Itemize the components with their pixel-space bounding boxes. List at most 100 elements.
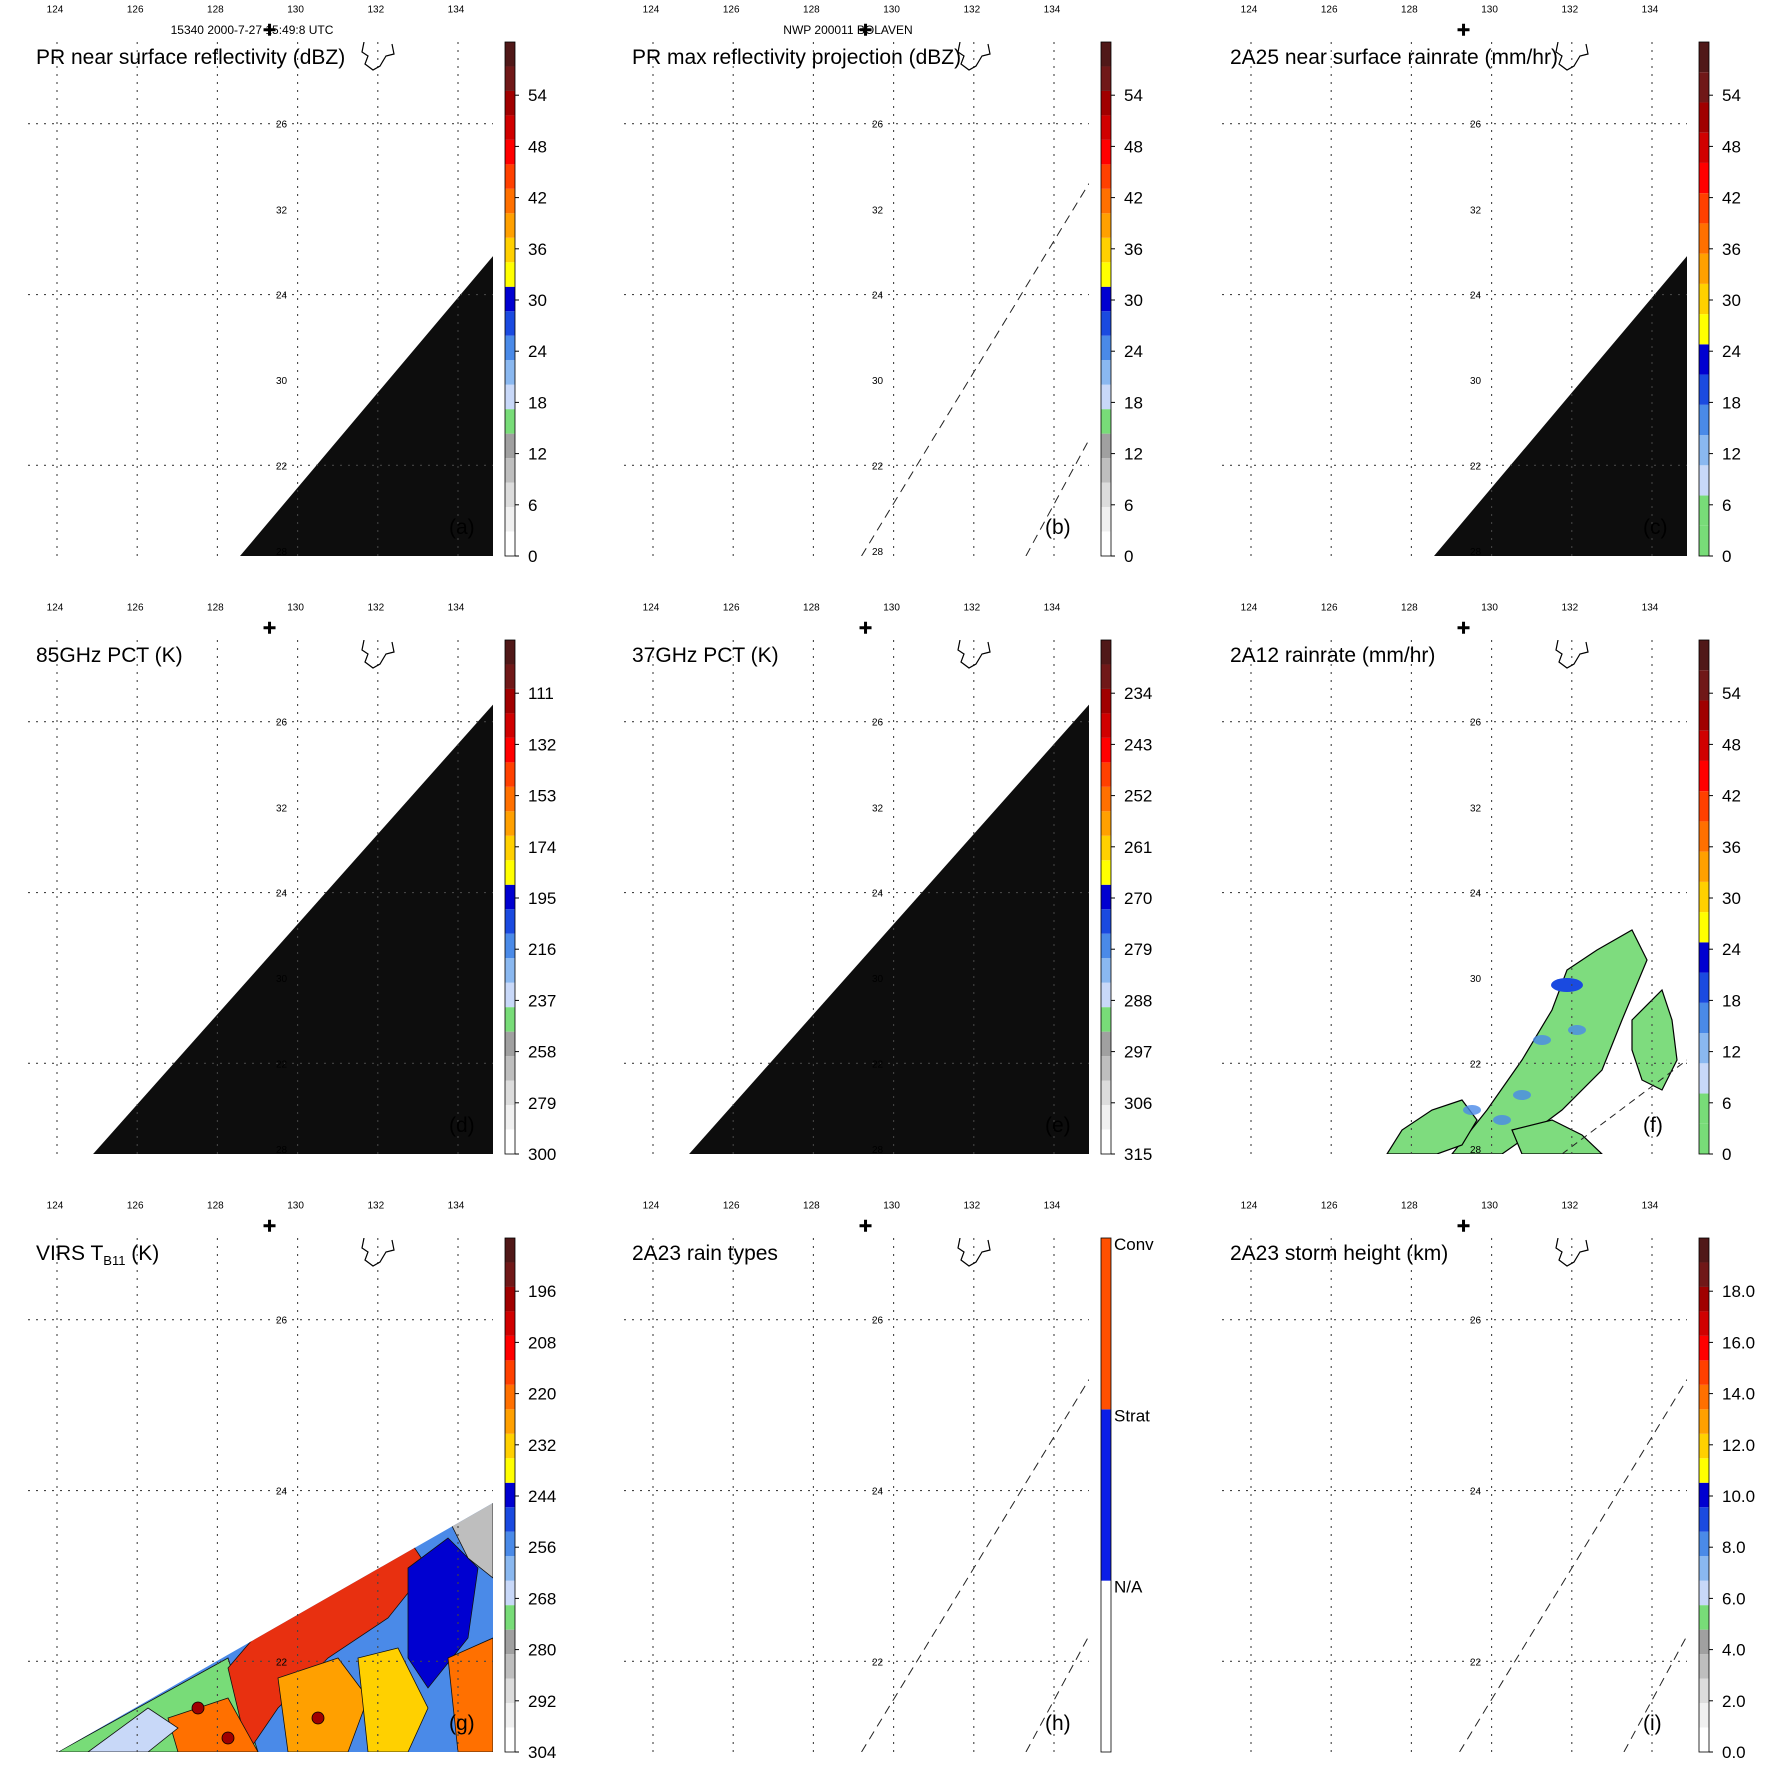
colorbar-segment: [505, 811, 515, 836]
colorbar-segment: [1699, 344, 1709, 375]
colorbar-segment: [1699, 972, 1709, 1003]
colorbar-segment: [505, 1262, 515, 1287]
colorbar-segment: [1699, 72, 1709, 103]
colorbar-segment: [1101, 713, 1111, 738]
swath-edge: [1025, 1635, 1089, 1752]
longitude-tick-label: 128: [803, 603, 820, 614]
latitude-tick-label: 28: [276, 1145, 288, 1156]
latitude-tick-label: 24: [1470, 291, 1482, 302]
colorbar-segment: [1699, 1384, 1709, 1410]
colorbar-segment: [505, 1335, 515, 1361]
colorbar-segment: [1101, 664, 1111, 689]
panel-title: PR max reflectivity projection (dBZ): [632, 46, 961, 69]
colorbar-tick-label: 12.0: [1722, 1436, 1755, 1455]
latitude-tick-label: 26: [1470, 1316, 1482, 1327]
colorbar: 0 6 12 18 24 30 36 42 48 54: [504, 41, 547, 566]
latitude-tick-label: 24: [276, 889, 288, 900]
colorbar-tick-label: 42: [1124, 189, 1143, 208]
colorbar-segment: [1699, 465, 1709, 496]
longitude-tick-label: 132: [1561, 1201, 1578, 1212]
colorbar-segment: [1699, 525, 1709, 556]
longitude-tick-label: 132: [963, 603, 980, 614]
colorbar-segment: [1699, 1123, 1709, 1154]
colorbar-segment: [1699, 791, 1709, 822]
colorbar: 0 6 12 18 24 30 36 42 48 54: [1100, 41, 1143, 566]
colorbar-segment: [1699, 942, 1709, 973]
colorbar-segment: [1101, 360, 1111, 385]
colorbar-tick-label: 42: [1722, 189, 1741, 208]
colorbar-segment: [1101, 237, 1111, 263]
colorbar-tick-label: 54: [1722, 86, 1741, 105]
colorbar-segment: [1699, 1238, 1709, 1263]
colorbar-segment: [1699, 1727, 1709, 1752]
colorbar-tick-label: 0: [1722, 547, 1731, 566]
colorbar-segment: [1101, 1409, 1111, 1581]
colorbar-tick-label: 6: [528, 496, 537, 515]
colorbar-segment: [505, 1080, 515, 1106]
colorbar-segment: [505, 1056, 515, 1081]
colorbar-segment: [505, 1531, 515, 1557]
latitude-tick-label: 28: [1470, 1145, 1482, 1156]
longitude-tick-label: 130: [883, 5, 900, 16]
coastline: [957, 42, 991, 71]
colorbar-tick-label: 42: [528, 189, 547, 208]
colorbar-segment: [1699, 253, 1709, 284]
colorbar-segment: [1699, 730, 1709, 761]
colorbar-tick-label: 36: [1722, 838, 1741, 857]
colorbar-segment: [1699, 640, 1709, 671]
storm-center-marker: [1457, 23, 1470, 36]
longitude-tick-label: 124: [643, 1201, 660, 1212]
colorbar-tick-label: 36: [1722, 240, 1741, 259]
panel-b: 124126128130132134222426283032PR max ref…: [624, 5, 1143, 566]
longitude-tick-label: 126: [127, 603, 144, 614]
cloud-temperature-region: [357, 1647, 429, 1752]
panel-title: 85GHz PCT (K): [36, 644, 183, 667]
colorbar-segment: [505, 1384, 515, 1410]
colorbar-tick-label: 6.0: [1722, 1589, 1746, 1608]
rain-area: [1511, 1119, 1603, 1154]
storm-name-header: NWP 200011 BOLAVEN: [783, 23, 912, 37]
colorbar: 0 6 12 18 24 30 36 42 48 54: [1698, 639, 1741, 1164]
colorbar: 304 292 280 268 256 244 232 220 208 196: [504, 1237, 556, 1762]
pr-swath: [240, 256, 493, 556]
latitude-tick-label: 32: [1470, 205, 1482, 216]
lat-lon-grid: [1222, 1238, 1687, 1752]
colorbar-segment: [505, 1007, 515, 1032]
panel-title: 2A23 rain types: [632, 1242, 778, 1265]
colorbar-segment: [1699, 1703, 1709, 1728]
latitude-tick-label: 30: [276, 376, 288, 387]
colorbar: 0 6 12 18 24 30 36 42 48 54: [1698, 41, 1741, 566]
panel-letter: (h): [1045, 1712, 1071, 1735]
colorbar-segment: [1699, 193, 1709, 224]
colorbar-segment: [1699, 283, 1709, 315]
colorbar-segment: [1699, 1605, 1709, 1630]
colorbar-segment: [1699, 1458, 1709, 1483]
colorbar-segment: [1699, 1360, 1709, 1385]
colorbar-tick-label: 252: [1124, 787, 1152, 806]
colorbar-segment: [505, 90, 515, 116]
colorbar-segment: [505, 237, 515, 263]
colorbar-tick-label: 0: [1722, 1145, 1731, 1164]
colorbar-tick-label: 6: [1722, 496, 1731, 515]
colorbar-tick-label: 18.0: [1722, 1282, 1755, 1301]
colorbar-segment: [1101, 1031, 1111, 1057]
latitude-tick-label: 30: [872, 376, 884, 387]
colorbar-segment: [505, 433, 515, 459]
storm-center-marker: [263, 621, 276, 634]
longitude-tick-label: 130: [1481, 1201, 1498, 1212]
colorbar-tick-label: 24: [528, 342, 547, 361]
latitude-tick-label: 30: [872, 974, 884, 985]
latitude-tick-label: 28: [872, 547, 884, 558]
latitude-tick-label: 30: [1470, 376, 1482, 387]
longitude-tick-label: 130: [287, 5, 304, 16]
map-area: [1222, 42, 1687, 556]
longitude-tick-label: 124: [1241, 603, 1258, 614]
storm-center-marker: [859, 1219, 872, 1232]
colorbar-tick-label: 36: [1124, 240, 1143, 259]
longitude-tick-label: 124: [643, 5, 660, 16]
colorbar-tick-label: 2.0: [1722, 1692, 1746, 1711]
latitude-tick-label: 24: [1470, 889, 1482, 900]
longitude-tick-label: 124: [47, 5, 64, 16]
coastline: [1555, 640, 1589, 669]
